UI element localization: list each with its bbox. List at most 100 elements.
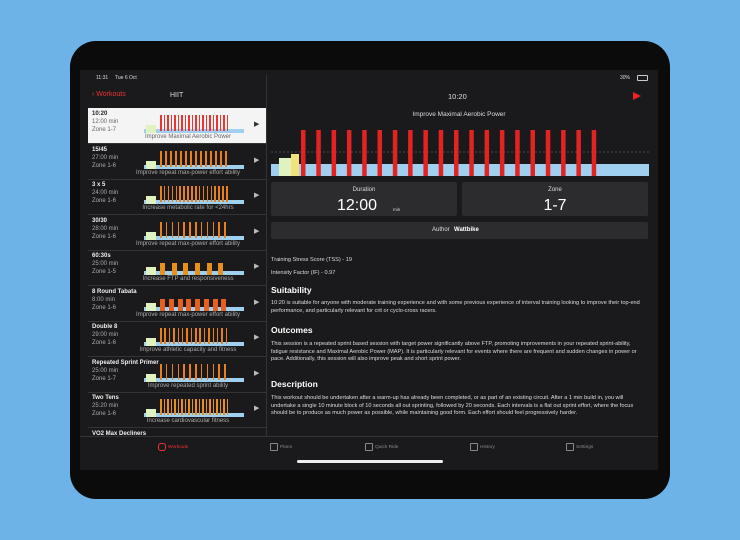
mini-interval [199,328,201,344]
mini-interval [187,186,189,202]
interval-bar [499,130,505,176]
workout-item[interactable]: 30/30 28:00 min Zone 1-6 Improve repeat max… [88,215,266,251]
mini-interval [195,186,197,202]
tab-label[interactable]: Quick Ride [375,445,399,450]
play-button[interactable] [633,92,641,100]
mini-interval [170,399,173,415]
workout-item[interactable]: VO2 Max Decliners [88,428,266,439]
back-label[interactable]: Workouts [96,91,126,98]
mini-interval [221,328,223,344]
divider [266,75,267,437]
tab-label[interactable]: Settings [576,445,594,450]
mini-interval [202,399,204,415]
mini-profile [144,325,244,347]
tab-button[interactable]: Quick Ride [365,440,405,456]
detail-title: 10:20 [448,92,467,101]
mini-interval [205,399,208,415]
workout-item[interactable]: Two Tens 25:20 min Zone 1-6 Increase cardio… [88,392,266,428]
mini-interval [200,221,203,238]
mini-base [144,377,244,382]
workout-item[interactable]: 15/45 27:00 min Zone 1-6 Improve repeat max… [88,144,266,180]
status-date: Tue 6 Oct [115,75,137,81]
tab-label[interactable]: Plans [280,445,292,450]
description-heading: Description [271,379,318,389]
tab-button[interactable]: History [470,440,510,456]
mini-interval [210,186,213,202]
mini-interval [226,115,229,131]
mini-interval [177,115,180,131]
mini-interval [160,363,162,380]
interval-bar [392,130,398,176]
mini-interval [195,399,197,415]
workout-item[interactable]: 8 Round Tabata 8:00 min Zone 1-6 Improve re… [88,286,266,322]
tab-button[interactable]: Plans [270,440,310,456]
workout-item[interactable]: 60:30s 25:00 min Zone 1-5 Increase FTP and … [88,250,266,286]
mini-interval [174,115,176,131]
mini-interval [222,186,224,202]
workout-goal: Improve repeat max-power effort ability [136,240,240,247]
mini-interval [219,399,222,415]
tab-icon [566,443,574,451]
workout-zone: Zone 1-6 [92,411,117,417]
mini-profile [144,219,244,241]
workout-zone: Zone 1-5 [92,269,117,275]
workout-item[interactable]: 10:20 12:00 min Zone 1-7 Improve Maximal Ae… [88,108,266,144]
mini-profile [144,112,244,134]
mini-interval [186,298,192,311]
mini-interval [224,221,226,238]
mini-interval [170,150,172,167]
mini-interval [180,150,182,167]
mini-interval [221,298,227,311]
mini-interval [171,263,177,275]
mini-interval [163,186,166,202]
zone-value: 1-7 [543,197,567,214]
mini-interval [167,115,169,131]
mini-interval [174,399,176,415]
workout-duration: 8:00 min [92,296,116,303]
tab-button[interactable]: Workouts [158,440,198,456]
mini-base [144,129,244,133]
mini-interval [195,298,200,311]
chevron: ▶ [254,263,260,270]
workout-goal: Improve repeated sprint ability [147,382,229,389]
mini-warmup [146,409,156,417]
workout-list: 10:20 12:00 min Zone 1-7 Improve Maximal Ae… [88,108,266,438]
mini-interval [177,363,180,380]
mini-warmup [146,267,156,275]
chevron: ▶ [254,405,260,412]
interval-bar [316,130,321,176]
workout-item[interactable]: 3 x 5 24:00 min Zone 1-6 Increase metabolic… [88,179,266,215]
tabs: Workouts Plans Quick Ride History Settings [80,440,658,460]
workout-item[interactable]: Double 8 29:00 min Zone 1-6 Improve athleti… [88,321,266,357]
tss: Training Stress Score (TSS) - 19 [271,257,352,263]
tab-label[interactable]: History [480,445,495,450]
duration-value: 12:00 [337,197,378,214]
suitability-text: 10:20 is suitable for anyone with modera… [271,300,640,314]
workout-item[interactable]: Repeated Sprint Primer 25:00 min Zone 1-7 I… [88,357,266,393]
tab-button[interactable]: Settings [566,440,606,456]
mini-interval [177,298,183,311]
mini-interval [183,186,185,202]
mini-interval [160,221,162,238]
mini-profile [144,290,244,312]
mini-interval [206,221,209,238]
interval-bar [454,130,459,176]
back-button[interactable]: ‹ Workouts [92,91,126,98]
tab-label[interactable]: Workouts [168,445,189,450]
mini-interval [203,328,206,344]
mini-interval [225,328,228,344]
mini-interval [195,263,200,275]
chevron: ▶ [254,121,260,128]
mini-interval [188,399,190,415]
mini-interval [177,221,180,238]
interval-bar [301,130,306,176]
screen: 11:31 Tue 6 Oct 30% ‹ Workouts HIIT 10:2… [80,70,658,470]
workout-duration: 28:00 min [92,225,119,232]
mini-interval [219,115,222,131]
workout-name: 15/45 [92,146,108,153]
interval-bar [591,130,597,176]
workout-name: VO2 Max Decliners [92,430,147,437]
workout-name: Repeated Sprint Primer [92,359,159,366]
outcomes-text: This session is a repeated sprint based … [271,341,637,362]
